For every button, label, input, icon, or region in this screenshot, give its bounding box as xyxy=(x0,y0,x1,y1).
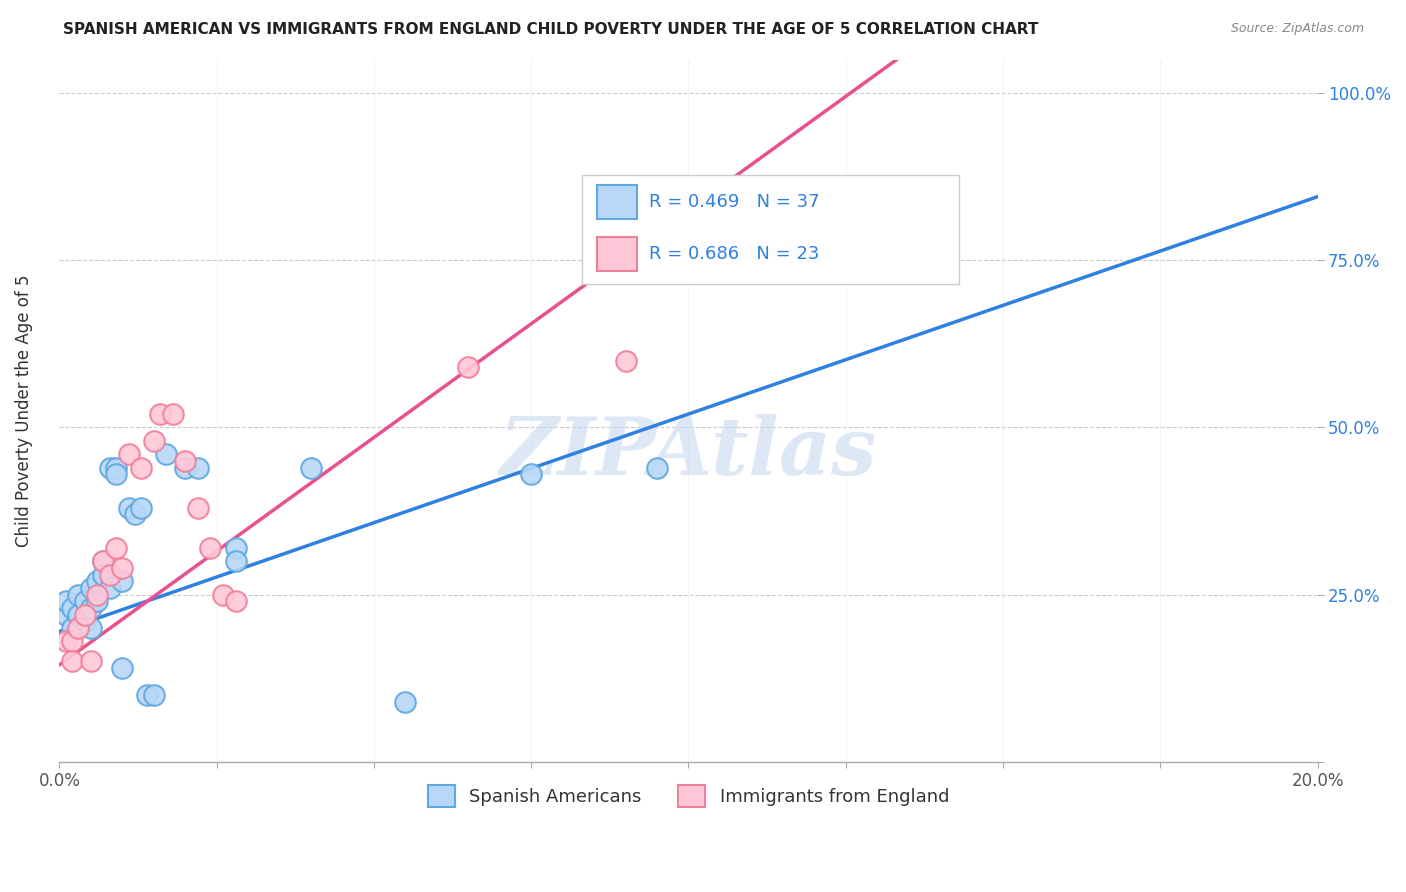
Text: SPANISH AMERICAN VS IMMIGRANTS FROM ENGLAND CHILD POVERTY UNDER THE AGE OF 5 COR: SPANISH AMERICAN VS IMMIGRANTS FROM ENGL… xyxy=(63,22,1039,37)
Point xyxy=(129,500,152,515)
FancyBboxPatch shape xyxy=(596,237,637,271)
Point xyxy=(105,460,128,475)
Text: R = 0.686   N = 23: R = 0.686 N = 23 xyxy=(650,245,820,263)
Point xyxy=(60,655,83,669)
Point xyxy=(225,554,247,568)
Point xyxy=(98,460,121,475)
Point xyxy=(212,588,235,602)
Point xyxy=(394,695,416,709)
Point xyxy=(67,621,90,635)
Point xyxy=(187,460,209,475)
Point xyxy=(162,407,184,421)
Point xyxy=(645,460,668,475)
Point xyxy=(124,508,146,522)
Text: R = 0.469   N = 37: R = 0.469 N = 37 xyxy=(650,194,820,211)
Point xyxy=(520,467,543,482)
Point xyxy=(86,574,108,589)
Point xyxy=(299,460,322,475)
Point xyxy=(111,561,134,575)
Point xyxy=(60,634,83,648)
Point xyxy=(98,567,121,582)
Point xyxy=(225,541,247,555)
Point xyxy=(67,607,90,622)
Text: ZIPAtlas: ZIPAtlas xyxy=(499,414,877,491)
Point xyxy=(129,460,152,475)
Point xyxy=(55,634,77,648)
Point xyxy=(187,500,209,515)
Point xyxy=(142,688,165,702)
Point xyxy=(80,655,103,669)
Point xyxy=(142,434,165,448)
Point xyxy=(111,661,134,675)
FancyBboxPatch shape xyxy=(582,176,959,285)
Point xyxy=(80,581,103,595)
Point xyxy=(174,460,197,475)
Point xyxy=(155,447,177,461)
Point xyxy=(55,594,77,608)
Point xyxy=(117,500,139,515)
Point xyxy=(73,594,96,608)
Point xyxy=(93,554,115,568)
Point xyxy=(80,601,103,615)
Point xyxy=(60,601,83,615)
Point xyxy=(105,541,128,555)
Point xyxy=(111,574,134,589)
Point xyxy=(98,581,121,595)
Legend: Spanish Americans, Immigrants from England: Spanish Americans, Immigrants from Engla… xyxy=(419,776,957,816)
Point xyxy=(225,594,247,608)
Point xyxy=(67,588,90,602)
Point xyxy=(80,621,103,635)
Point xyxy=(86,588,108,602)
Point xyxy=(200,541,222,555)
Point xyxy=(73,615,96,629)
Point xyxy=(105,467,128,482)
Point xyxy=(117,447,139,461)
Point xyxy=(55,607,77,622)
Point xyxy=(60,621,83,635)
Point xyxy=(174,454,197,468)
Point xyxy=(93,567,115,582)
Point xyxy=(136,688,159,702)
Point xyxy=(457,360,479,375)
Point xyxy=(149,407,172,421)
Text: Source: ZipAtlas.com: Source: ZipAtlas.com xyxy=(1230,22,1364,36)
Y-axis label: Child Poverty Under the Age of 5: Child Poverty Under the Age of 5 xyxy=(15,275,32,547)
Point xyxy=(73,607,96,622)
Point xyxy=(614,353,637,368)
FancyBboxPatch shape xyxy=(596,186,637,219)
Point xyxy=(86,594,108,608)
Point xyxy=(93,554,115,568)
